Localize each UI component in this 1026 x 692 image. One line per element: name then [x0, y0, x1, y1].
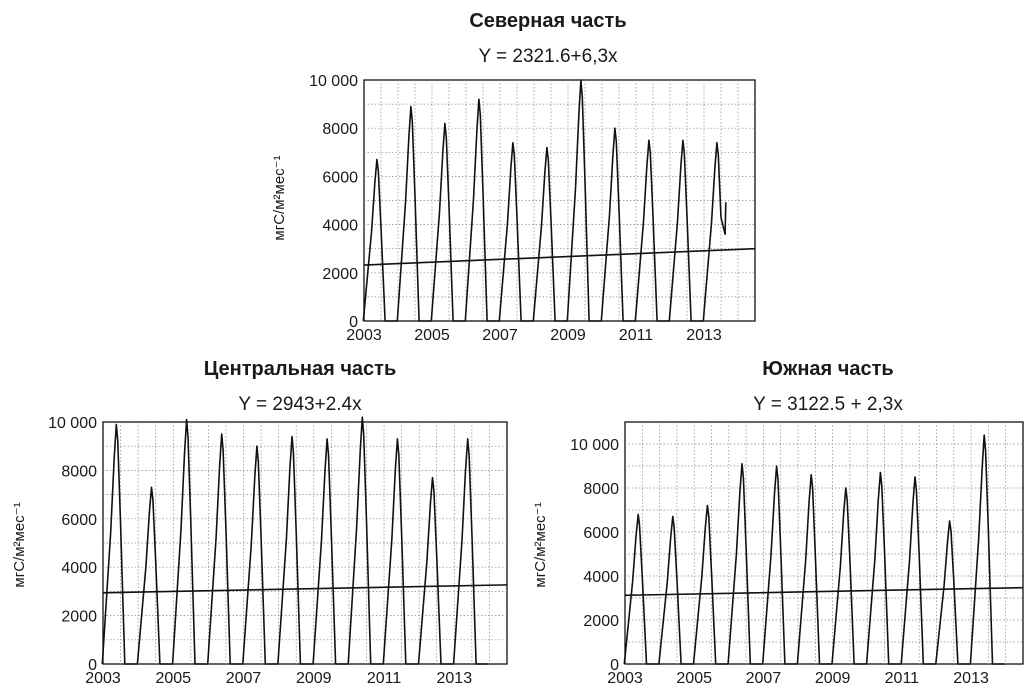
chart-central-xtick-label: 2005 [155, 670, 191, 687]
chart-south-xtick-label: 2011 [885, 670, 920, 687]
chart-south-xtick-label: 2007 [746, 670, 782, 687]
chart-central-trend-line [102, 584, 508, 594]
chart-south-series-line [623, 434, 1005, 665]
chart-central-ylabel: мгС/м²мес⁻¹ [11, 502, 28, 587]
chart-south: Южная часть Y = 3122.5 + 2,3x мгС/м²мес⁻… [532, 358, 1024, 687]
chart-south-ytick-label: 10 000 [570, 437, 619, 454]
chart-central-xtick-label: 2011 [367, 670, 402, 687]
chart-central-formula: Y = 2943+2.4x [238, 394, 362, 415]
chart-north-xtick-label: 2005 [414, 327, 450, 344]
chart-north-series-line [362, 79, 727, 322]
chart-central-ytick-label: 0 [88, 657, 97, 674]
chart-south-formula: Y = 3122.5 + 2,3x [753, 394, 903, 415]
chart-south-frame [624, 421, 1024, 665]
chart-north-ytick-label: 4000 [322, 218, 358, 235]
chart-central-body: 2003 2005 2007 2009 2011 2013 0 2000 4000 6000 800… [48, 415, 508, 687]
chart-south-ytick-label: 6000 [583, 525, 619, 542]
chart-south-ytick-label: 8000 [583, 481, 619, 498]
chart-south-xtick-label: 2003 [607, 670, 643, 687]
chart-central: Центральная часть Y = 2943+2.4x мгС/м²ме… [11, 358, 508, 687]
chart-south-xtick-label: 2013 [953, 670, 989, 687]
chart-north-ytick-label: 2000 [322, 266, 358, 283]
chart-central-ytick-label: 2000 [61, 609, 97, 626]
chart-south-trend-line [624, 586, 1024, 597]
chart-south-xtick-label: 2005 [676, 670, 712, 687]
chart-north-xtick-label: 2003 [346, 327, 382, 344]
chart-central-ytick-label: 10 000 [48, 415, 97, 432]
chart-north-ytick-label: 6000 [322, 169, 358, 186]
chart-north-ytick-label: 8000 [322, 121, 358, 138]
chart-south-body: 2003 2005 2007 2009 2011 2013 0 2000 4000 6000 800… [570, 422, 1024, 687]
chart-central-ytick-label: 6000 [61, 512, 97, 529]
chart-north-xtick-label: 2007 [482, 327, 518, 344]
chart-south-ytick-label: 4000 [583, 569, 619, 586]
chart-north-frame [363, 79, 756, 322]
chart-north-xtick-label: 2013 [686, 327, 722, 344]
chart-north-xtick-label: 2011 [619, 327, 654, 344]
chart-north-xtick-label: 2009 [550, 327, 586, 344]
chart-central-title: Центральная часть [204, 358, 397, 380]
chart-central-xtick-label: 2007 [226, 670, 262, 687]
chart-central-ytick-label: 4000 [61, 560, 97, 577]
chart-north-ytick-label: 0 [349, 314, 358, 331]
chart-north-title: Северная часть [469, 10, 626, 32]
chart-north-ylabel: мгС/м²мес⁻¹ [271, 155, 288, 240]
chart-central-ytick-label: 8000 [61, 463, 97, 480]
chart-north-trend-line [363, 247, 756, 266]
chart-south-xtick-label: 2009 [815, 670, 851, 687]
chart-south-ytick-label: 0 [610, 657, 619, 674]
chart-central-xtick-label: 2013 [437, 670, 473, 687]
chart-north: Северная часть Y = 2321.6+6,3x мгС/м²мес… [271, 10, 756, 344]
chart-south-title: Южная часть [762, 358, 893, 380]
chart-north-formula: Y = 2321.6+6,3x [478, 46, 618, 67]
chart-north-ytick-label: 10 000 [309, 73, 358, 90]
chart-north-body: 2003 2005 2007 2009 2011 2013 0 2000 4000 6000 800… [309, 73, 756, 344]
chart-south-ylabel: мгС/м²мес⁻¹ [532, 502, 549, 587]
chart-central-series-line [101, 416, 489, 665]
chart-south-ytick-label: 2000 [583, 613, 619, 630]
chart-central-xtick-label: 2003 [85, 670, 121, 687]
chart-central-xtick-label: 2009 [296, 670, 332, 687]
